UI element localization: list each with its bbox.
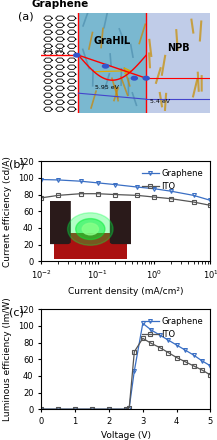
- Text: NPB: NPB: [167, 43, 190, 53]
- Graphene: [40, 177, 43, 182]
- Graphene: [184, 348, 186, 353]
- Graphene: [158, 332, 161, 337]
- X-axis label: Voltage (V): Voltage (V): [101, 431, 151, 440]
- Line: Graphene: Graphene: [39, 322, 212, 411]
- Graphene: [209, 363, 212, 369]
- Text: (b): (b): [9, 159, 25, 169]
- Line: ITO: ITO: [39, 192, 212, 207]
- Graphene: [108, 407, 110, 412]
- Circle shape: [143, 77, 149, 80]
- Graphene: [175, 342, 178, 348]
- ITO: [184, 359, 186, 364]
- ITO: [141, 336, 144, 341]
- ITO: [79, 191, 82, 196]
- ITO: [133, 349, 136, 354]
- Text: GraHIL: GraHIL: [94, 36, 131, 46]
- Text: 5.95 eV: 5.95 eV: [95, 85, 119, 90]
- Graphene: [79, 179, 82, 184]
- X-axis label: Current density (mA/cm²): Current density (mA/cm²): [68, 287, 184, 296]
- Graphene: [136, 184, 138, 190]
- Graphene: [57, 177, 59, 183]
- ITO: [57, 407, 59, 412]
- Text: (c): (c): [9, 307, 24, 317]
- Graphene: [128, 405, 131, 410]
- ITO: [108, 407, 110, 412]
- ITO: [136, 193, 138, 198]
- FancyBboxPatch shape: [79, 13, 146, 113]
- Graphene: [113, 182, 116, 187]
- ITO: [40, 195, 43, 201]
- Y-axis label: Current efficiency (cd/A): Current efficiency (cd/A): [3, 156, 12, 267]
- ITO: [158, 345, 161, 350]
- Legend: Graphene, ITO: Graphene, ITO: [139, 313, 206, 342]
- ITO: [192, 199, 195, 205]
- ITO: [209, 372, 212, 378]
- Graphene: [57, 407, 59, 412]
- Graphene: [74, 407, 76, 412]
- Graphene: [91, 407, 93, 412]
- Graphene: [96, 180, 99, 186]
- Graphene: [192, 352, 195, 358]
- ITO: [150, 341, 153, 346]
- ITO: [128, 405, 131, 410]
- ITO: [74, 407, 76, 412]
- Y-axis label: Luminous efficiency (lm/W): Luminous efficiency (lm/W): [3, 297, 12, 421]
- Graphene: [150, 327, 153, 333]
- Graphene: [192, 193, 195, 198]
- ITO: [201, 367, 203, 373]
- ITO: [209, 203, 212, 208]
- Graphene: [133, 368, 136, 374]
- ITO: [192, 363, 195, 369]
- ITO: [175, 355, 178, 360]
- ITO: [113, 192, 116, 197]
- ITO: [91, 407, 93, 412]
- ITO: [96, 191, 99, 196]
- Circle shape: [74, 53, 80, 57]
- ITO: [170, 196, 172, 202]
- ITO: [167, 350, 169, 355]
- Circle shape: [102, 64, 108, 68]
- Line: Graphene: Graphene: [39, 178, 212, 202]
- Line: ITO: ITO: [39, 337, 212, 411]
- Text: (a): (a): [18, 11, 33, 21]
- Graphene: [167, 337, 169, 343]
- Legend: Graphene, ITO: Graphene, ITO: [139, 165, 206, 194]
- FancyBboxPatch shape: [41, 13, 79, 113]
- Graphene: [209, 198, 212, 203]
- Graphene: [153, 186, 155, 191]
- Graphene: [40, 407, 43, 412]
- Text: Graphene: Graphene: [31, 0, 89, 9]
- ITO: [153, 194, 155, 200]
- FancyBboxPatch shape: [146, 13, 210, 113]
- Text: 4.4 eV: 4.4 eV: [43, 49, 63, 54]
- ITO: [57, 193, 59, 198]
- Circle shape: [131, 77, 137, 80]
- Graphene: [201, 358, 203, 363]
- Graphene: [125, 407, 127, 412]
- Graphene: [170, 189, 172, 194]
- ITO: [125, 407, 127, 412]
- ITO: [40, 407, 43, 412]
- Text: 5.4 eV: 5.4 eV: [150, 99, 169, 104]
- Graphene: [141, 321, 144, 326]
